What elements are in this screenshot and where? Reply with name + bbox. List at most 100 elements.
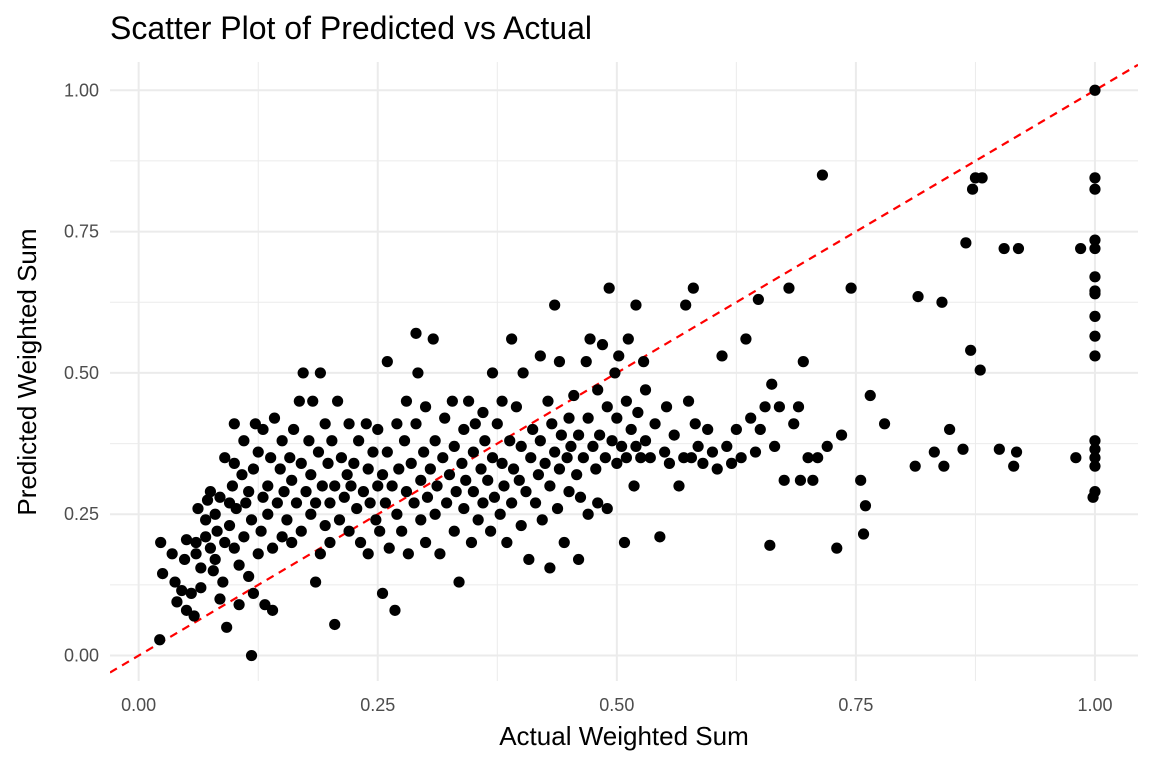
x-axis-title: Actual Weighted Sum <box>499 721 749 751</box>
data-point <box>276 435 288 447</box>
data-point <box>383 542 395 554</box>
data-points <box>154 84 1101 662</box>
data-point <box>544 480 556 492</box>
data-point <box>446 395 458 407</box>
data-point <box>437 452 449 464</box>
reference-line-group <box>110 63 1138 674</box>
data-point <box>1089 330 1101 342</box>
data-point <box>429 508 441 520</box>
data-point <box>506 497 518 509</box>
data-point <box>993 443 1005 455</box>
data-point <box>338 491 350 503</box>
data-point <box>351 502 363 515</box>
data-point <box>475 463 487 475</box>
data-point <box>228 418 240 430</box>
data-point <box>1089 183 1101 195</box>
data-point <box>303 435 315 447</box>
data-point <box>429 435 441 447</box>
data-point <box>486 452 499 464</box>
data-point <box>515 440 527 453</box>
data-point <box>494 508 506 520</box>
y-tick-label: 1.00 <box>64 80 99 100</box>
data-point <box>247 587 260 599</box>
data-point <box>166 548 178 560</box>
data-point <box>465 536 478 549</box>
data-point <box>252 446 264 458</box>
data-point <box>496 395 508 407</box>
data-point <box>362 463 374 475</box>
data-point <box>630 440 642 453</box>
data-point <box>266 604 279 616</box>
data-point <box>424 463 436 475</box>
data-point <box>262 480 274 492</box>
data-point <box>730 423 742 436</box>
data-point <box>807 474 819 486</box>
data-point <box>482 474 494 486</box>
data-point <box>1089 452 1101 464</box>
data-point <box>506 333 518 345</box>
data-point <box>400 395 413 407</box>
data-point <box>1089 234 1101 246</box>
data-point <box>592 384 604 396</box>
data-point <box>343 418 355 430</box>
data-point <box>689 418 701 430</box>
data-point <box>654 531 666 543</box>
data-point <box>635 452 647 464</box>
data-point <box>1089 310 1101 322</box>
data-point <box>372 423 384 436</box>
data-point <box>236 469 248 481</box>
data-point <box>386 480 398 492</box>
data-point <box>295 525 307 537</box>
data-point <box>609 367 621 379</box>
data-point <box>398 435 411 447</box>
data-point <box>759 401 771 413</box>
data-point <box>448 440 460 453</box>
data-point <box>721 440 733 453</box>
data-point <box>692 440 704 453</box>
data-point <box>240 497 252 509</box>
data-point <box>523 553 535 566</box>
data-point <box>326 435 338 447</box>
data-point <box>458 423 470 436</box>
data-point <box>680 299 692 311</box>
data-point <box>307 395 319 407</box>
data-point <box>957 443 969 455</box>
data-point <box>580 356 592 368</box>
data-point <box>1010 446 1023 458</box>
data-point <box>572 429 585 441</box>
data-point <box>592 497 604 509</box>
data-point <box>259 599 271 611</box>
data-point <box>778 474 790 486</box>
data-point <box>354 536 367 549</box>
data-point <box>284 452 296 464</box>
data-point <box>195 582 207 594</box>
data-point <box>219 452 231 464</box>
data-point <box>257 491 269 503</box>
data-point <box>618 536 631 549</box>
data-point <box>268 412 281 424</box>
data-point <box>1075 242 1087 255</box>
data-point <box>484 525 497 537</box>
data-point <box>381 446 393 458</box>
x-tick-label: 0.00 <box>121 695 156 715</box>
data-point <box>427 333 439 345</box>
data-point <box>310 497 322 509</box>
data-point <box>601 401 613 413</box>
data-point <box>230 502 242 515</box>
data-point <box>249 418 261 430</box>
data-point <box>367 446 379 458</box>
data-point <box>357 486 370 498</box>
data-point <box>453 576 465 588</box>
data-point <box>396 525 408 537</box>
data-point <box>360 418 372 430</box>
data-point <box>286 536 298 549</box>
data-point <box>221 621 233 633</box>
data-point <box>431 480 443 492</box>
data-point <box>204 542 217 554</box>
data-point <box>211 525 223 537</box>
data-point <box>527 423 539 436</box>
data-point <box>912 290 924 303</box>
data-point <box>754 423 766 436</box>
data-point <box>192 502 204 515</box>
